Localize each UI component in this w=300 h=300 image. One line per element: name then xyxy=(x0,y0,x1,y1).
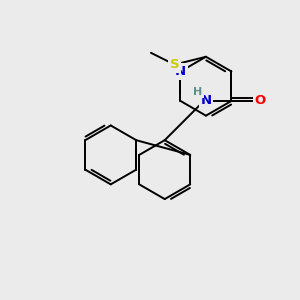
Text: O: O xyxy=(254,94,266,107)
Text: N: N xyxy=(200,94,211,107)
Text: H: H xyxy=(194,87,203,97)
Text: N: N xyxy=(175,65,186,78)
Text: S: S xyxy=(170,58,179,71)
